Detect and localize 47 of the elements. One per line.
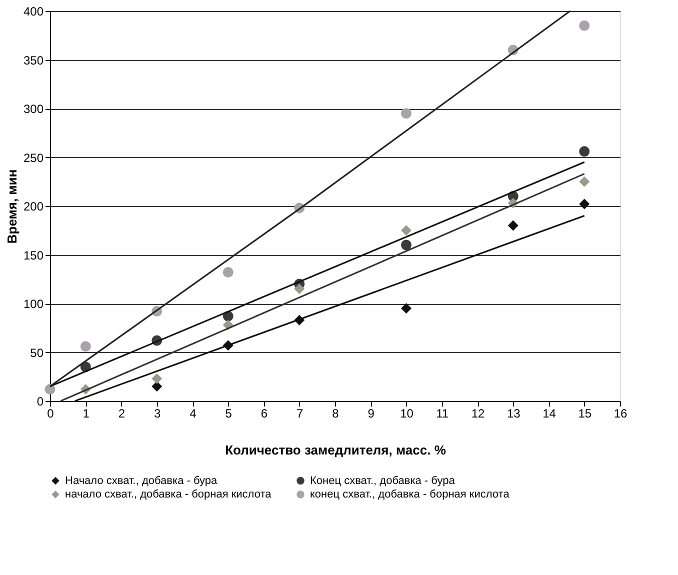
x-tick-label: 15 [578, 406, 592, 420]
y-axis-title: Время, мин [4, 169, 20, 244]
x-tick-label: 14 [542, 406, 556, 420]
legend-label: начало схват., добавка - борная кислота [65, 488, 272, 500]
point [401, 303, 412, 314]
x-tick-label: 10 [400, 406, 414, 420]
legend-label: Конец схват., добавка - бура [310, 474, 456, 487]
point [152, 373, 162, 384]
x-tick-label: 11 [436, 406, 449, 420]
point [579, 176, 590, 187]
point [152, 381, 162, 392]
point [579, 146, 590, 157]
legend-label: конец схват., добавка - борная кислота [310, 488, 510, 500]
point [508, 220, 518, 231]
point [401, 240, 412, 250]
y-tick-label: 100 [23, 297, 44, 311]
y-tick-label: 200 [23, 200, 44, 214]
x-tick-label: 9 [368, 406, 375, 420]
x-tick-label: 3 [154, 406, 162, 420]
x-tick-label: 5 [225, 406, 232, 420]
point [80, 341, 91, 352]
y-tick-label: 150 [23, 248, 44, 262]
x-tick-label: 6 [260, 406, 268, 420]
x-tick-label: 12 [471, 406, 485, 420]
point [222, 267, 234, 278]
x-tick-label: 7 [296, 406, 304, 420]
x-tick-label: 0 [47, 406, 54, 420]
y-tick-label: 400 [23, 4, 44, 18]
point [44, 384, 56, 395]
x-tick-label: 13 [506, 406, 521, 420]
y-tick-label: 250 [23, 150, 44, 165]
y-tick-label: 350 [23, 53, 44, 68]
x-tick-label: 8 [332, 406, 340, 420]
point [401, 108, 412, 119]
point [579, 198, 590, 210]
point [401, 225, 412, 236]
legend-label: Начало схват., добавка - бура [65, 474, 218, 487]
x-tick-label: 16 [614, 406, 628, 420]
point [294, 284, 305, 294]
x-axis-title: Количество замедлителя, масс. % [225, 442, 446, 458]
y-tick-label: 0 [36, 394, 44, 408]
y-tick-label: 50 [30, 346, 44, 360]
point [579, 20, 590, 31]
x-tick-label: 4 [190, 406, 197, 420]
y-tick-label: 300 [23, 102, 44, 116]
x-tick-label: 2 [118, 406, 126, 420]
x-tick-label: 1 [82, 406, 90, 420]
